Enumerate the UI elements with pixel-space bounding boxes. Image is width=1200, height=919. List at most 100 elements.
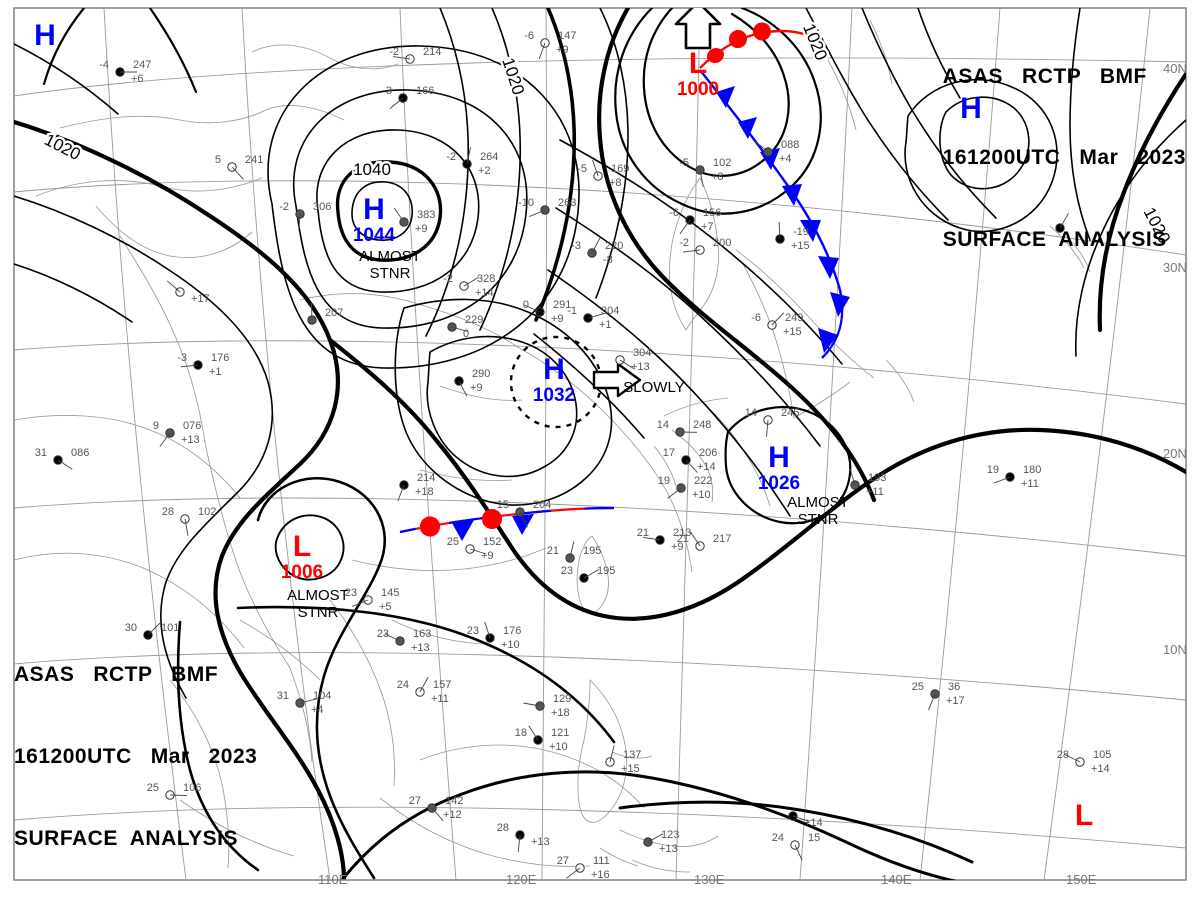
wind-barb: [466, 147, 471, 165]
station-pressure: 102: [713, 157, 731, 169]
station-temperature: 3: [386, 85, 392, 97]
station-temperature: 14: [745, 407, 757, 419]
station-pressure-tendency: +11: [866, 486, 884, 498]
title-line-3: SURFACE ANALYSIS: [14, 827, 238, 851]
station-pressure: 207: [325, 307, 343, 319]
station-temperature: 14: [657, 419, 669, 431]
station-pressure: 214: [417, 472, 435, 484]
station-pressure: 214: [423, 46, 441, 58]
station-temperature: 23: [345, 587, 357, 599]
graticule: [14, 8, 1186, 880]
wind-barb: [298, 213, 301, 232]
station-pressure-tendency: +9: [671, 541, 684, 553]
wind-barb: [393, 207, 405, 223]
longitude-label: 120E: [506, 872, 537, 887]
wind-barb: [169, 794, 188, 797]
station-plot: [1055, 213, 1069, 233]
station-pressure-tendency: +9: [470, 382, 483, 394]
wind-barb: [778, 221, 781, 240]
station-pressure-tendency: +9: [481, 550, 494, 562]
station-plot: +17: [166, 280, 210, 305]
pressure-system-motion: ALMOST STNR: [787, 494, 849, 528]
warm-front-main: [699, 22, 805, 69]
station-plot: 145 23 +5: [345, 587, 400, 613]
station-plot: 102 28: [162, 506, 216, 536]
wind-barb: [458, 380, 468, 397]
wind-barb: [993, 476, 1011, 484]
station-pressure-tendency: +4: [311, 704, 324, 716]
latitude-label: 20N: [1163, 446, 1187, 461]
wind-barb: [792, 815, 810, 822]
cold-front-main: [699, 69, 850, 359]
station-pressure-tendency: +8: [711, 171, 724, 183]
station-temperature: 18: [515, 727, 527, 739]
station-plot: 291 0 +9: [523, 299, 571, 325]
wind-barb: [431, 807, 444, 822]
station-pressure: 241: [245, 154, 263, 166]
station-pressure: 104: [313, 690, 331, 702]
station-plot: 101 30: [125, 622, 179, 640]
station-plot: 193+11: [849, 468, 886, 498]
wind-barb: [451, 326, 469, 333]
station-pressure: 304: [633, 347, 651, 359]
station-temperature: 25: [147, 782, 159, 794]
station-pressure: 166: [416, 85, 434, 97]
station-pressure: 328: [477, 273, 495, 285]
station-plot: 123+13: [643, 829, 679, 855]
station-temperature: -2: [279, 201, 289, 213]
station-pressure-tendency: +15: [621, 763, 640, 775]
station-temperature: 5: [215, 154, 221, 166]
wind-barb: [299, 698, 317, 704]
station-pressure-tendency: +13: [411, 642, 430, 654]
station-pressure: 383: [417, 209, 435, 221]
pressure-system-motion: SLOWLY: [623, 379, 685, 396]
station-temperature: 15: [497, 499, 509, 511]
station-plot: 263 -10: [518, 197, 576, 218]
wind-barb: [310, 302, 313, 321]
station-pressure-tendency: +14: [804, 817, 823, 829]
station-pressure: 176: [211, 352, 229, 364]
station-pressure: 180: [1023, 464, 1041, 476]
station-temperature: 24: [397, 679, 409, 691]
station-pressure: 264: [480, 151, 498, 163]
station-plot: 142 27 +12: [409, 795, 463, 822]
wind-barb: [569, 541, 575, 559]
station-temperature: -2: [389, 46, 399, 58]
station-temperature: 23: [467, 625, 479, 637]
station-temperature: -6: [751, 312, 761, 324]
station-pressure-tendency: +1: [599, 319, 612, 331]
station-pressure-tendency: +4: [779, 153, 792, 165]
station-temperature: 21: [637, 527, 649, 539]
station-temperature: 21: [547, 545, 559, 557]
station-plot: 214 -2: [389, 46, 441, 64]
low-1000-motion-arrow: [674, 8, 722, 50]
station-plot: 304 -1 +1: [567, 305, 619, 331]
station-pressure: 248: [693, 419, 711, 431]
station-pressure: 142: [445, 795, 463, 807]
station-pressure-tendency: +9: [551, 313, 564, 325]
wind-barb: [484, 621, 491, 639]
station-plot: 169 -5 +8: [577, 159, 629, 189]
longitude-label: 130E: [694, 872, 725, 887]
station-pressure-tendency: +9: [415, 223, 428, 235]
station-pressure: 163: [413, 628, 431, 640]
wind-barb: [690, 531, 701, 547]
station-plot: 176 -3 +1: [177, 352, 229, 378]
station-plot: 076 9 +13: [153, 420, 201, 447]
wind-barb: [159, 432, 171, 447]
station-pressure: 157: [433, 679, 451, 691]
station-temperature: 19: [658, 475, 670, 487]
station-plot: 176 23 +10: [467, 621, 521, 651]
station-plot: 195 21: [547, 541, 601, 563]
wind-barb: [352, 599, 369, 607]
station-plot: 306 -2: [279, 201, 331, 232]
station-pressure: 102: [198, 506, 216, 518]
station-plot: 328 -2 +14: [443, 273, 495, 299]
station-pressure: 106: [183, 782, 201, 794]
station-plot: 147 -6 +9: [524, 30, 576, 60]
station-pressure: 217: [713, 533, 731, 545]
station-temperature: 30: [125, 622, 137, 634]
title-line-2: 161200UTC Mar 2023: [14, 745, 258, 769]
